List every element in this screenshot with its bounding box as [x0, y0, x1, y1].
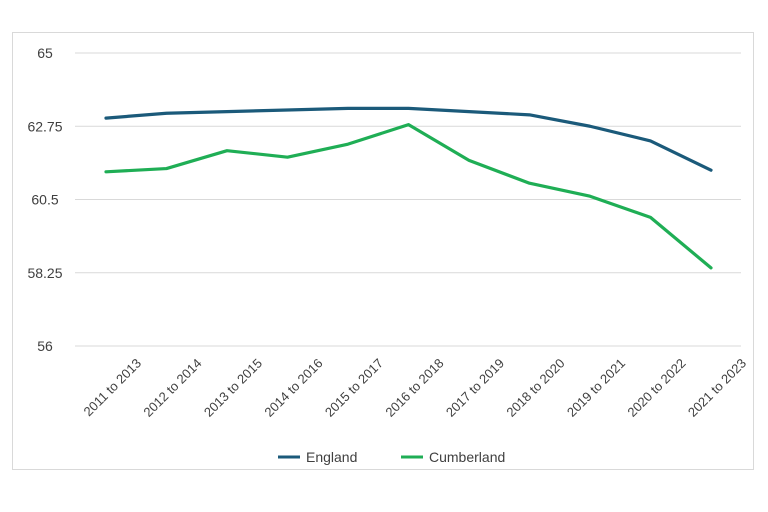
y-tick-label: 58.25: [27, 265, 62, 281]
x-tick-label: 2013 to 2015: [201, 356, 265, 420]
series-line-cumberland: [104, 123, 713, 270]
y-tick-label: 60.5: [31, 192, 58, 208]
y-tick-label: 62.75: [27, 118, 62, 134]
x-tick-label: 2019 to 2021: [564, 356, 628, 420]
series-line-england: [104, 106, 713, 172]
x-tick-label: 2014 to 2016: [261, 356, 325, 420]
x-tick-label: 2020 to 2022: [624, 356, 688, 420]
x-tick-label: 2015 to 2017: [322, 356, 386, 420]
legend-label: Cumberland: [429, 449, 505, 465]
x-tick-label: 2017 to 2019: [443, 356, 507, 420]
x-tick-label: 2012 to 2014: [140, 356, 204, 420]
x-tick-label: 2018 to 2020: [503, 356, 567, 420]
chart-frame: 56 58.25 60.5 62.75 65 2011 to 2013 2012 to 20…: [12, 32, 754, 470]
legend-label: England: [306, 449, 357, 465]
y-tick-label: 56: [37, 338, 53, 354]
x-tick-label: 2021 to 2023: [685, 356, 749, 420]
x-tick-label: 2016 to 2018: [382, 356, 446, 420]
x-tick-label: 2011 to 2013: [81, 356, 145, 420]
y-tick-label: 65: [37, 45, 53, 61]
